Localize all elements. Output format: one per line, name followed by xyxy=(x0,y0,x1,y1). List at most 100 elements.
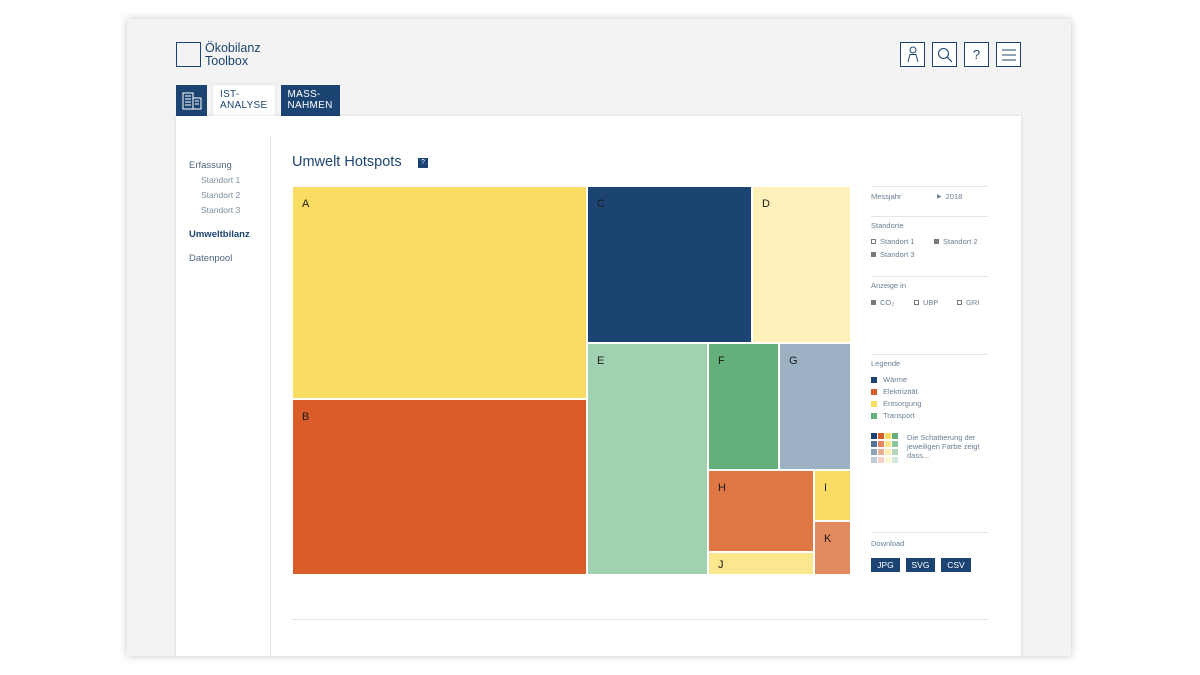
download-svg-button[interactable]: SVG xyxy=(906,558,935,572)
shade-cell xyxy=(885,441,891,447)
shade-cell xyxy=(892,457,898,463)
option-label: CO₂ xyxy=(880,298,895,307)
shade-cell xyxy=(878,449,884,455)
tab-massnahmen[interactable]: MASS- NAHMEN xyxy=(280,85,340,116)
logo-text: Ökobilanz Toolbox xyxy=(205,42,261,68)
sidebar: Erfassung Standort 1 Standort 2 Standort… xyxy=(176,136,271,656)
treemap-tile-h[interactable]: H xyxy=(708,470,814,552)
help-button[interactable]: ? xyxy=(964,42,989,67)
checkbox-icon xyxy=(871,239,876,244)
shade-cell xyxy=(878,441,884,447)
tile-label: G xyxy=(789,355,798,367)
divider xyxy=(871,354,988,355)
download-jpg-button[interactable]: JPG xyxy=(871,558,900,572)
checkbox-icon xyxy=(914,300,919,305)
hotspot-treemap: A B C D E F G H I xyxy=(292,186,851,575)
treemap-tile-a[interactable]: A xyxy=(292,186,587,399)
sidebar-item-standort-1[interactable]: Standort 1 xyxy=(201,175,241,185)
menu-icon xyxy=(1001,49,1016,60)
anzeige-co2-checkbox[interactable]: CO₂ xyxy=(871,298,894,307)
title-help-button[interactable]: ? xyxy=(418,158,428,168)
standort-3-checkbox[interactable]: Standort 3 xyxy=(871,250,915,259)
search-icon xyxy=(937,47,952,62)
treemap-tile-e[interactable]: E xyxy=(587,343,708,575)
content-panel: Erfassung Standort 1 Standort 2 Standort… xyxy=(176,116,1021,656)
anzeige-ubp-checkbox[interactable]: UBP xyxy=(914,298,938,307)
standort-1-checkbox[interactable]: Standort 1 xyxy=(871,237,915,246)
tab-buildings[interactable] xyxy=(176,85,207,116)
header-toolbar: ? xyxy=(900,42,1021,67)
anzeige-gri-checkbox[interactable]: GRI xyxy=(957,298,979,307)
tile-label: I xyxy=(824,482,828,494)
tile-label: C xyxy=(597,198,605,210)
search-button[interactable] xyxy=(932,42,957,67)
sidebar-item-umweltbilanz[interactable]: Umweltbilanz xyxy=(189,229,250,240)
sidebar-item-standort-3[interactable]: Standort 3 xyxy=(201,205,241,215)
shade-cell xyxy=(892,441,898,447)
legend-swatch xyxy=(871,388,877,395)
menu-button[interactable] xyxy=(996,42,1021,67)
treemap-tile-c[interactable]: C xyxy=(587,186,752,343)
standort-2-checkbox[interactable]: Standort 2 xyxy=(934,237,978,246)
option-label: Standort 1 xyxy=(880,237,915,246)
divider xyxy=(871,276,988,277)
anzeige-label: Anzeige in xyxy=(871,281,907,290)
download-csv-button[interactable]: CSV xyxy=(941,558,971,572)
building-icon xyxy=(182,92,201,109)
tab-label-line-2: ANALYSE xyxy=(220,100,268,111)
shade-cell xyxy=(885,433,891,439)
checkbox-checked-icon xyxy=(871,252,876,257)
tile-label: J xyxy=(718,559,724,571)
tab-label-line-1: IST- xyxy=(220,89,240,100)
tile-label: A xyxy=(302,198,310,210)
sidebar-item-erfassung[interactable]: Erfassung xyxy=(189,160,232,171)
treemap-tile-g[interactable]: G xyxy=(779,343,851,470)
main-tabs: IST- ANALYSE MASS- NAHMEN xyxy=(176,85,340,116)
divider xyxy=(871,216,988,217)
legend-swatch xyxy=(871,412,877,419)
shade-cell xyxy=(892,449,898,455)
treemap-tile-b[interactable]: B xyxy=(292,399,587,575)
shading-description: Die Schattierung der jeweiligen Farbe ze… xyxy=(907,433,980,460)
messjahr-label: Messjahr xyxy=(871,192,902,201)
legend-label: Elektrizität xyxy=(883,387,918,396)
legend-item-transport: Transport xyxy=(871,411,915,420)
shade-cell xyxy=(885,457,891,463)
logo-mark xyxy=(176,42,201,67)
sidebar-item-standort-2[interactable]: Standort 2 xyxy=(201,190,241,200)
page-title: Umwelt Hotspots xyxy=(292,154,402,170)
shade-cell xyxy=(892,433,898,439)
standorte-label: Standorte xyxy=(871,221,904,230)
option-label: Standort 3 xyxy=(880,250,915,259)
legend-label: Wärme xyxy=(883,375,908,384)
treemap-tile-j[interactable]: J xyxy=(708,552,814,575)
tile-label: E xyxy=(597,355,605,367)
option-label: UBP xyxy=(923,298,939,307)
shade-cell xyxy=(878,433,884,439)
treemap-tile-d[interactable]: D xyxy=(752,186,851,343)
checkbox-icon xyxy=(957,300,962,305)
sidebar-item-datenpool[interactable]: Datenpool xyxy=(189,253,233,264)
tab-ist-analyse[interactable]: IST- ANALYSE xyxy=(213,85,275,116)
user-icon xyxy=(907,46,918,63)
shade-cell xyxy=(871,433,877,439)
treemap-tile-i[interactable]: I xyxy=(814,470,851,521)
divider xyxy=(292,619,988,620)
shading-scale-icon xyxy=(871,433,901,467)
legend-swatch xyxy=(871,376,877,383)
caret-right-icon: ▶ xyxy=(937,194,942,200)
tab-label-line-2: NAHMEN xyxy=(287,100,333,111)
user-button[interactable] xyxy=(900,42,925,67)
treemap-tile-k[interactable]: K xyxy=(814,521,851,575)
shade-cell xyxy=(885,449,891,455)
legend-item-elektrizitaet: Elektrizität xyxy=(871,387,918,396)
divider xyxy=(871,186,988,187)
messjahr-value: 2018 xyxy=(945,192,963,201)
logo[interactable]: Ökobilanz Toolbox xyxy=(176,42,261,68)
option-label: GRI xyxy=(966,298,980,307)
treemap-tile-f[interactable]: F xyxy=(708,343,779,470)
option-label: Standort 2 xyxy=(943,237,978,246)
messjahr-select[interactable]: ▶ 2018 xyxy=(937,192,962,201)
tile-label: F xyxy=(718,355,725,367)
app-window: Ökobilanz Toolbox ? xyxy=(127,19,1071,656)
